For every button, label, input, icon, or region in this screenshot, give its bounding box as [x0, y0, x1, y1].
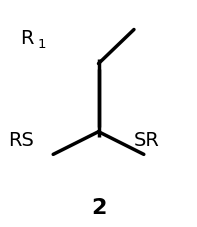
Text: SR: SR [134, 131, 160, 150]
Text: RS: RS [8, 131, 34, 150]
Text: 2: 2 [91, 198, 106, 218]
Text: R: R [20, 29, 33, 48]
Text: 1: 1 [38, 38, 46, 51]
